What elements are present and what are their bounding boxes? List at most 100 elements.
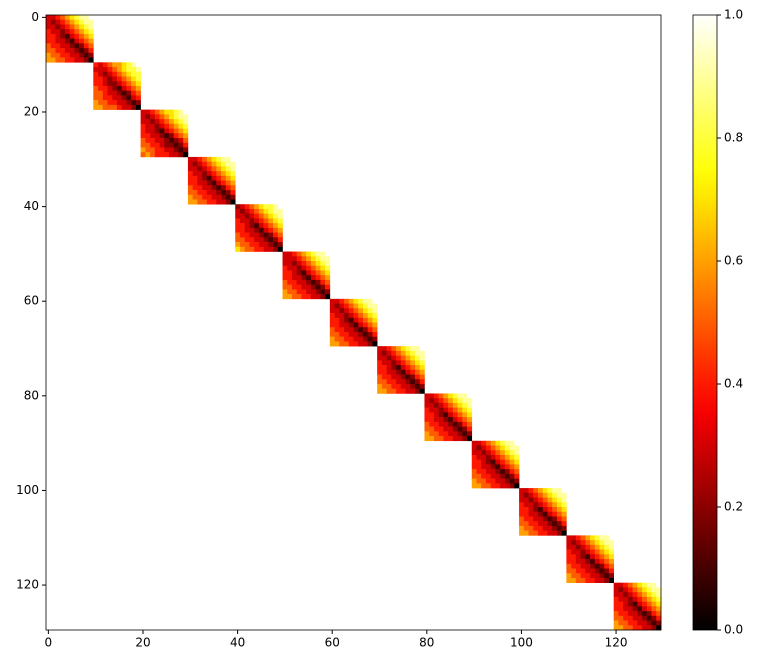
heatmap-cell (538, 492, 544, 498)
heatmap-cell (618, 620, 624, 626)
heatmap-cell (547, 521, 553, 527)
heatmap-cell (462, 426, 468, 432)
heatmap-cell (547, 525, 553, 531)
heatmap-cell (386, 346, 392, 352)
heatmap-cell (608, 549, 614, 555)
heatmap-cell (121, 62, 127, 68)
heatmap-cell (424, 436, 430, 442)
heatmap-cell (268, 223, 274, 229)
heatmap-cell (429, 421, 435, 427)
heatmap-cell (55, 33, 61, 39)
heatmap-cell (116, 95, 122, 101)
heatmap-cell (239, 227, 245, 233)
heatmap-cell (310, 279, 316, 285)
heatmap-cell (88, 43, 94, 49)
heatmap-cell (471, 464, 477, 470)
heatmap-cell (585, 540, 591, 546)
heatmap-cell (471, 483, 477, 489)
heatmap-cell (145, 119, 151, 125)
heatmap-cell (244, 204, 250, 210)
heatmap-cell (381, 346, 387, 352)
heatmap-cell (344, 331, 350, 337)
heatmap-cell (79, 29, 85, 35)
heatmap-cell (235, 232, 241, 238)
heatmap-cell (566, 554, 572, 560)
heatmap-cell (320, 294, 326, 300)
heatmap-cell (448, 417, 454, 423)
heatmap-cell (590, 540, 596, 546)
heatmap-cell (500, 473, 506, 479)
heatmap-cell (642, 615, 648, 621)
heatmap-cell (126, 67, 132, 73)
heatmap-cell (433, 436, 439, 442)
heatmap-cell (452, 436, 458, 442)
heatmap-cell (353, 313, 359, 319)
heatmap-cell (490, 454, 496, 460)
heatmap-cell (547, 511, 553, 517)
heatmap-cell (135, 90, 141, 96)
heatmap-cell (55, 43, 61, 49)
heatmap-cell (154, 133, 160, 139)
heatmap-cell (396, 350, 402, 356)
heatmap-cell (178, 123, 184, 129)
heatmap-cell (646, 615, 652, 621)
heatmap-cell (69, 52, 75, 58)
heatmap-cell (519, 530, 525, 536)
heatmap-cell (50, 19, 56, 25)
heatmap-cell (528, 516, 534, 522)
heatmap-cell (372, 308, 378, 314)
heatmap-cell (646, 587, 652, 593)
heatmap-cell (154, 109, 160, 115)
heatmap-cell (381, 350, 387, 356)
heatmap-cell (608, 554, 614, 560)
heatmap-cell (490, 459, 496, 465)
heatmap-cell (495, 469, 501, 475)
heatmap-cell (60, 38, 66, 44)
heatmap-cell (50, 52, 56, 58)
heatmap-cell (623, 625, 629, 631)
heatmap-cell (325, 275, 331, 281)
heatmap-cell (608, 563, 614, 569)
heatmap-cell (514, 464, 520, 470)
heatmap-cell (623, 596, 629, 602)
heatmap-cell (632, 606, 638, 612)
heatmap-cell (637, 587, 643, 593)
heatmap-cell (159, 133, 165, 139)
heatmap-cell (627, 611, 633, 617)
heatmap-cell (362, 331, 368, 337)
heatmap-cell (116, 62, 122, 68)
heatmap-cell (258, 218, 264, 224)
heatmap-cell (585, 549, 591, 555)
heatmap-cell (590, 568, 596, 574)
heatmap-cell (339, 331, 345, 337)
heatmap-cell (452, 426, 458, 432)
heatmap-cell (244, 213, 250, 219)
heatmap-cell (485, 478, 491, 484)
heatmap-cell (419, 384, 425, 390)
heatmap-cell (83, 57, 89, 63)
heatmap-cell (627, 596, 633, 602)
heatmap-cell (372, 298, 378, 304)
heatmap-cell (235, 208, 241, 214)
heatmap-cell (410, 350, 416, 356)
heatmap-cell (235, 237, 241, 243)
heatmap-cell (183, 147, 189, 153)
heatmap-cell (325, 251, 331, 257)
heatmap-cell (254, 204, 260, 210)
heatmap-cell (140, 119, 146, 125)
heatmap-cell (178, 133, 184, 139)
heatmap-cell (102, 81, 108, 87)
heatmap-cell (575, 577, 581, 583)
heatmap-cell (500, 478, 506, 484)
heatmap-cell (471, 445, 477, 451)
heatmap-cell (339, 327, 345, 333)
heatmap-cell (552, 507, 558, 513)
heatmap-cell (126, 104, 132, 110)
heatmap-cell (173, 123, 179, 129)
heatmap-cell (580, 573, 586, 579)
heatmap-cell (164, 133, 170, 139)
heatmap-cell (429, 407, 435, 413)
heatmap-cell (187, 185, 193, 191)
heatmap-cell (514, 478, 520, 484)
heatmap-cell (296, 251, 302, 257)
